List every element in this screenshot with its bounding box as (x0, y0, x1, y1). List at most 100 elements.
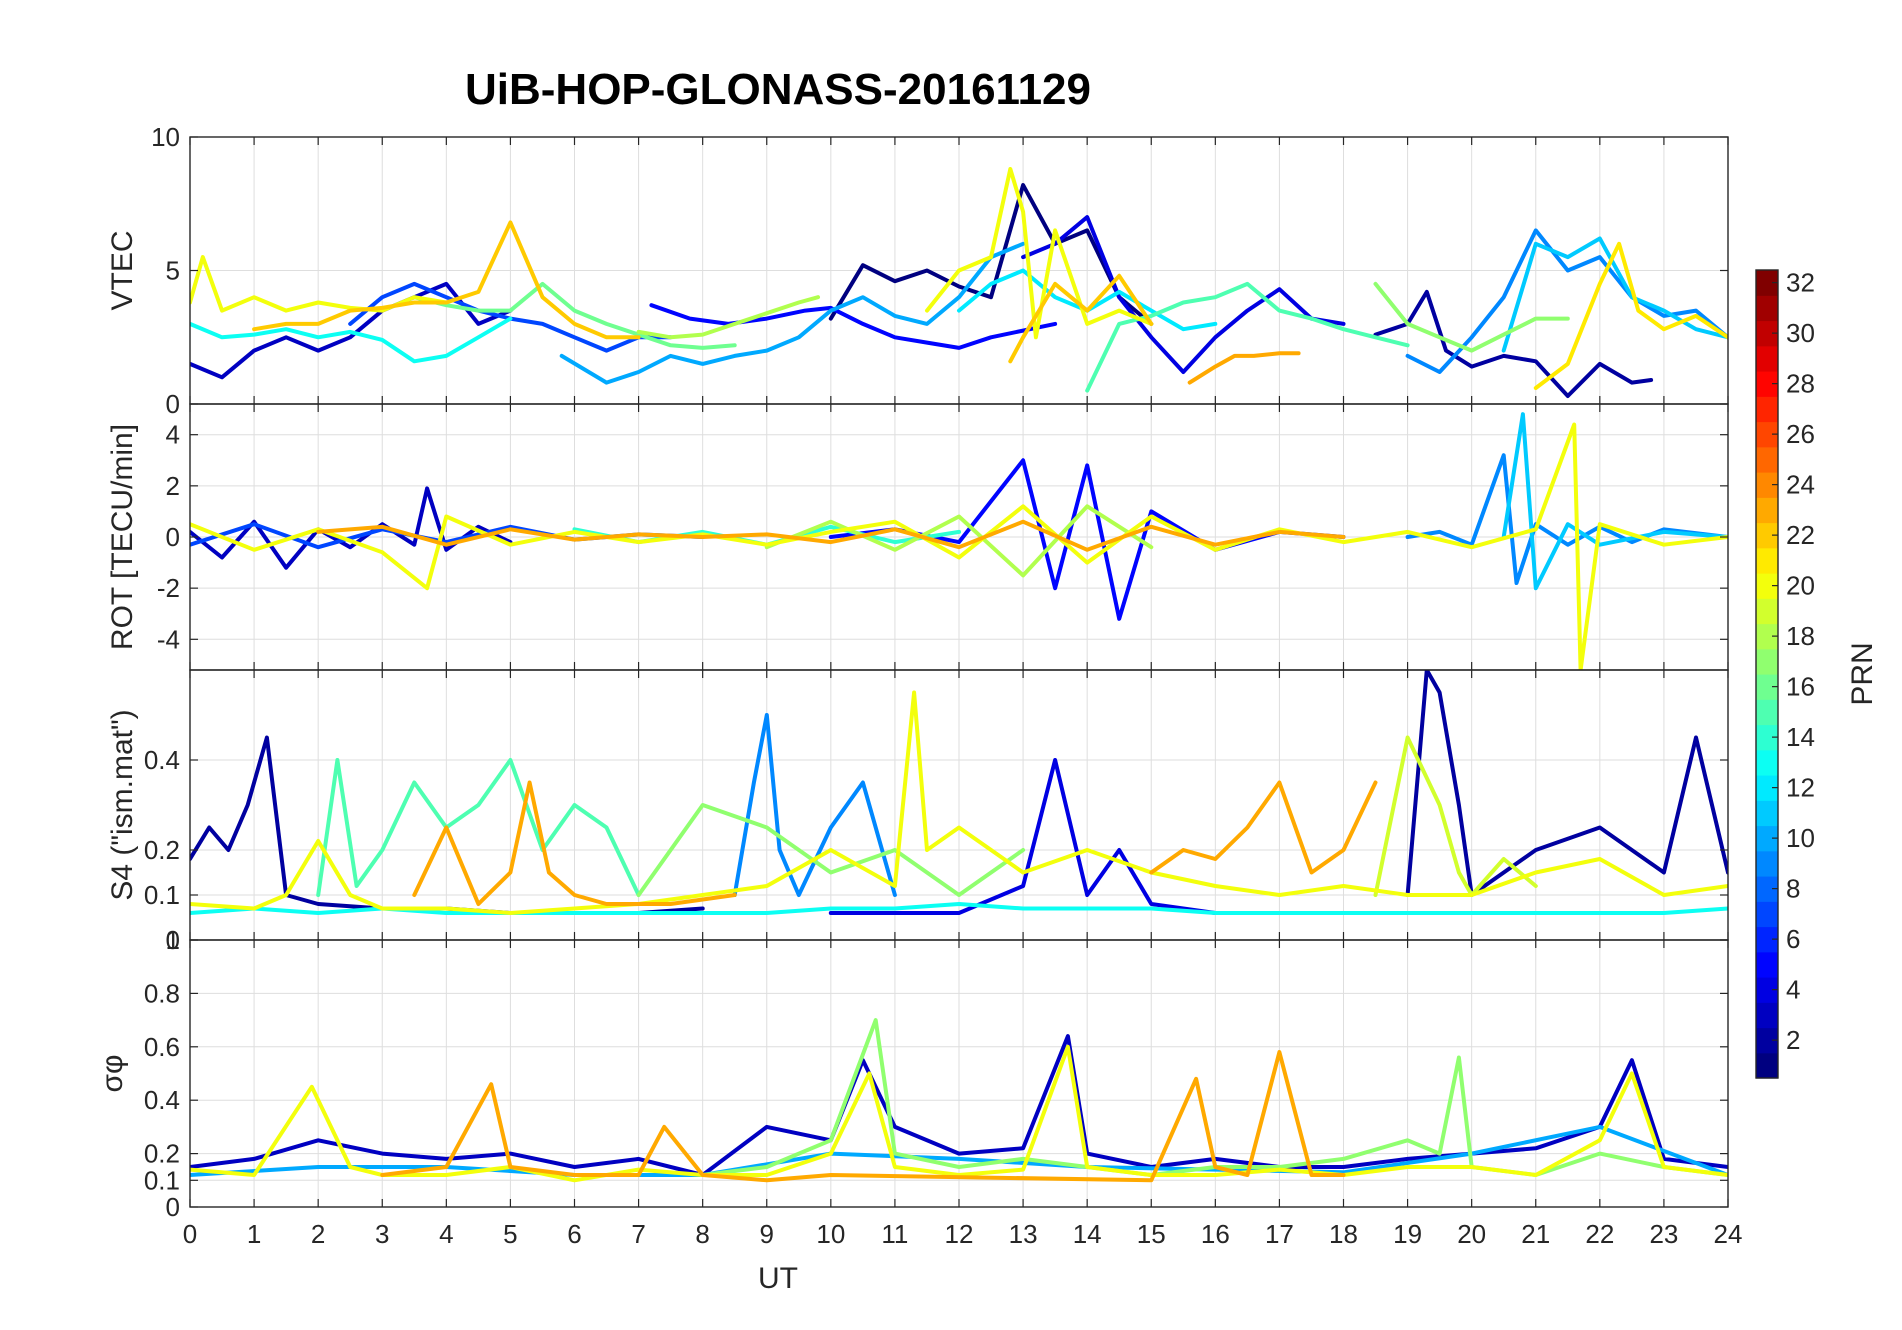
series-line-s4-7 (1373, 735, 1538, 897)
series-line-s4-9 (412, 780, 737, 906)
colorbar-swatch (1756, 270, 1778, 296)
colorbar-tick-label: 22 (1786, 520, 1815, 550)
series-line-vtec-7 (559, 241, 1026, 385)
colorbar-swatch (1756, 901, 1778, 928)
y-tick-label: 1 (166, 925, 180, 955)
y-tick-label: 5 (166, 256, 180, 286)
colorbar-tick-label: 10 (1786, 823, 1815, 853)
series-group-vtec (190, 167, 1728, 398)
series-line-vtec-6 (1405, 228, 1728, 374)
colorbar-swatch (1756, 472, 1778, 498)
y-tick-label: -2 (157, 573, 180, 603)
series-line-rot-7 (190, 422, 1728, 670)
chart-title: UiB-HOP-GLONASS-20161129 (465, 65, 1091, 114)
colorbar-swatch (1756, 522, 1778, 549)
x-tick-label: 16 (1201, 1219, 1230, 1249)
y-tick-label: 10 (151, 122, 180, 152)
y-tick-label: 2 (166, 471, 180, 501)
x-tick-label: 7 (631, 1219, 645, 1249)
x-tick-label: 1 (247, 1219, 261, 1249)
colorbar-label: PRN (1846, 642, 1879, 705)
series-line-vtec-18 (252, 220, 641, 340)
y-tick-label: 0 (166, 925, 180, 955)
y-tick-label: 0.2 (144, 835, 180, 865)
x-tick-label: 15 (1137, 1219, 1166, 1249)
colorbar-swatch (1756, 699, 1778, 726)
series-line-vtec-8 (1501, 236, 1728, 353)
series-line-rot-4 (1501, 412, 1728, 591)
series-line-vtec-14 (636, 295, 820, 340)
series-line-sigma-0 (190, 1034, 1728, 1177)
colorbar-box (1755, 269, 1779, 1079)
series-line-vtec-10 (190, 316, 513, 364)
x-tick-label: 8 (695, 1219, 709, 1249)
colorbar-swatch (1756, 926, 1778, 953)
colorbar-tick-label: 18 (1786, 621, 1815, 651)
x-tick-label: 10 (816, 1219, 845, 1249)
x-tick-label: 23 (1649, 1219, 1678, 1249)
x-tick-label: 6 (567, 1219, 581, 1249)
series-line-vtec-3 (1021, 215, 1346, 374)
series-line-s4-4 (190, 902, 1728, 915)
series-line-s4-10 (1149, 780, 1378, 875)
x-tick-label: 14 (1073, 1219, 1102, 1249)
y-tick-label: -4 (157, 624, 180, 654)
y-tick-label: 0.2 (144, 1139, 180, 1169)
colorbar-swatch (1756, 648, 1778, 675)
colorbar-swatch (1756, 749, 1778, 776)
colorbar-swatch (1756, 320, 1778, 347)
x-tick-label: 21 (1521, 1219, 1550, 1249)
y-axis-label-s4: S4 ("ism.mat") (106, 709, 139, 900)
colorbar-tick-label: 28 (1786, 369, 1815, 399)
y-tick-label: 0 (166, 1192, 180, 1222)
x-tick-label: 9 (760, 1219, 774, 1249)
y-tick-label: 0.1 (144, 1165, 180, 1195)
colorbar-swatch (1756, 547, 1778, 574)
panel-rot: -4 -2 0 2 4 ROT [TECU/min] (106, 403, 1729, 671)
x-tick-label: 11 (881, 1219, 908, 1249)
colorbar-swatch (1756, 876, 1778, 902)
colorbar-swatch (1756, 598, 1778, 625)
series-line-vtec-12 (412, 281, 737, 350)
colorbar-swatch (1756, 295, 1778, 322)
colorbar-swatch (1756, 371, 1778, 397)
colorbar-tick-label: 8 (1786, 874, 1800, 904)
series-line-vtec-4 (649, 303, 1058, 350)
colorbar-swatch (1756, 1052, 1778, 1079)
colorbar-swatch (1756, 850, 1778, 877)
colorbar-tick-label: 30 (1786, 318, 1815, 348)
colorbar-swatch (1756, 497, 1778, 524)
colorbar-swatch (1756, 1027, 1778, 1054)
colorbar-tick-label: 2 (1786, 1025, 1800, 1055)
x-tick-label: 13 (1009, 1219, 1038, 1249)
colorbar-tick-label: 24 (1786, 470, 1815, 500)
series-line-sigma-3 (190, 1044, 1728, 1183)
series-line-sigma-4 (380, 1050, 1346, 1183)
series-line-vtec-19 (1008, 273, 1154, 364)
colorbar-tick-label: 20 (1786, 571, 1815, 601)
series-line-vtec-1 (1373, 289, 1654, 398)
series-group-sigma (190, 1018, 1728, 1183)
colorbar-swatch (1756, 800, 1778, 827)
y-axis-label-sigma: σφ (96, 1055, 129, 1093)
series-line-rot-3 (1405, 453, 1728, 585)
x-axis-label: UT (758, 1262, 798, 1295)
y-tick-label: 0.4 (144, 745, 180, 775)
colorbar-swatch (1756, 977, 1778, 1003)
y-tick-label: 0.4 (144, 1085, 180, 1115)
colorbar-swatch (1756, 724, 1778, 751)
colorbar-swatch (1756, 421, 1778, 448)
x-tick-label: 4 (439, 1219, 453, 1249)
colorbar-swatch (1756, 573, 1778, 599)
colorbar-tick-label: 16 (1786, 672, 1815, 702)
series-line-rot-6 (764, 504, 1154, 578)
panel-s4: 0 0.1 0.2 0.4S4 ("ism.mat") (106, 669, 1729, 955)
series-group-rot (190, 412, 1728, 670)
colorbar-swatch (1756, 674, 1778, 700)
x-tick-label: 0 (183, 1219, 197, 1249)
colorbar-tick-label: 4 (1786, 975, 1800, 1005)
series-line-s4-2 (1405, 670, 1728, 897)
